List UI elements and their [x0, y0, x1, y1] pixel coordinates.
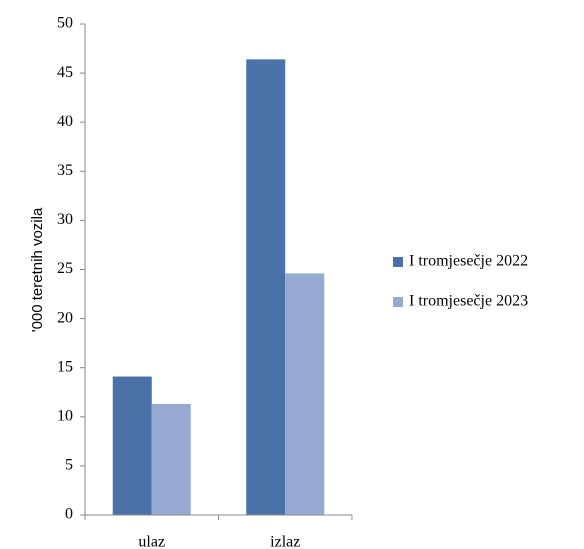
x-tick-label: ulaz	[138, 534, 165, 549]
y-tick-label: 50	[57, 15, 73, 32]
legend-label: I tromjesečje 2022	[409, 253, 528, 270]
x-tick-label: izlaz	[270, 534, 300, 549]
y-tick-label: 25	[57, 260, 73, 277]
bar	[285, 273, 325, 515]
y-tick-label: 35	[57, 162, 73, 179]
legend-swatch	[393, 297, 403, 307]
y-axis-label: '000 teretnih vozila	[29, 207, 46, 332]
legend-label: I tromjesečje 2023	[409, 293, 528, 310]
y-tick-label: 10	[57, 407, 73, 424]
y-tick-label: 15	[57, 358, 73, 375]
y-tick-label: 5	[65, 457, 73, 474]
y-tick-label: 0	[65, 506, 73, 523]
bar	[151, 404, 191, 515]
bar	[246, 59, 286, 516]
y-tick-label: 30	[57, 211, 73, 228]
bar	[112, 376, 152, 515]
legend-swatch	[393, 257, 403, 267]
y-tick-label: 45	[57, 64, 73, 81]
y-tick-label: 40	[57, 113, 73, 130]
y-tick-label: 20	[57, 309, 73, 326]
